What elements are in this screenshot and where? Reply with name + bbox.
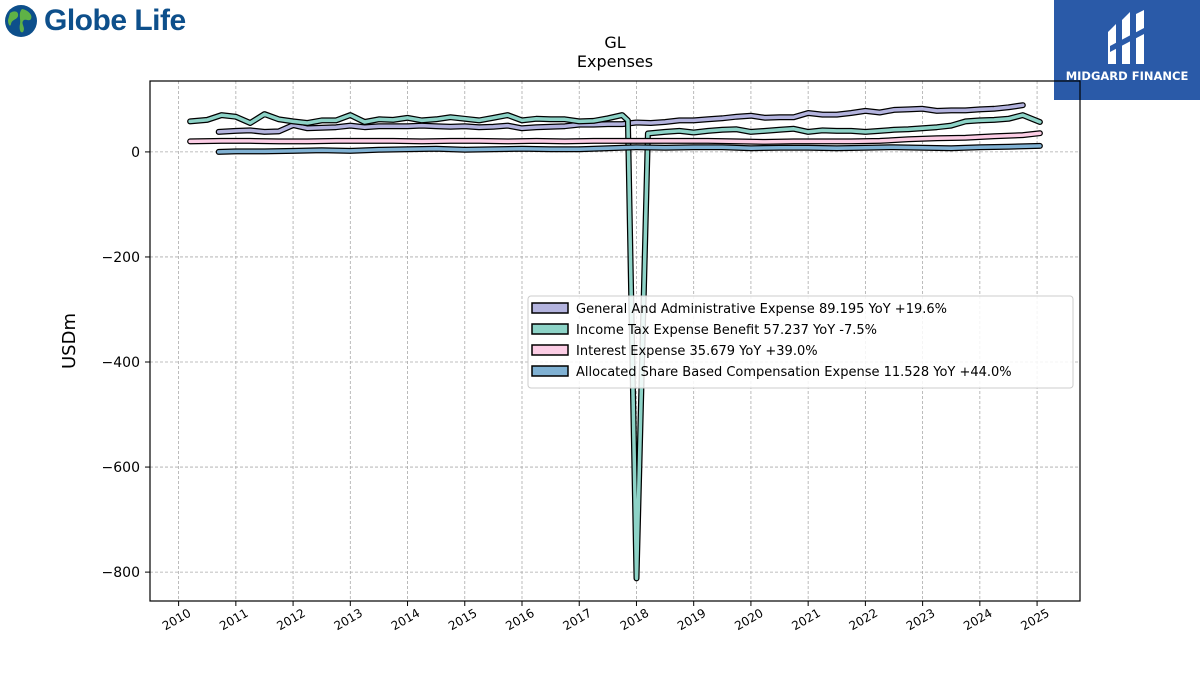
y-axis-label: USDm: [59, 313, 80, 369]
legend-swatch-1: [531, 323, 569, 335]
midgard-finance-logo-text: MIDGARD FINANCE: [1065, 69, 1189, 83]
midgard-emblem-icon: [1108, 10, 1144, 64]
y-tick-label: −200: [102, 250, 140, 266]
series-line-2: [188, 131, 1042, 144]
x-tick-label: 2019: [675, 606, 708, 633]
x-tick-label: 2017: [561, 606, 594, 633]
axes-frame: [149, 80, 1081, 602]
x-tick-label: 2025: [1018, 606, 1051, 633]
legend-label-3: Allocated Share Based Compensation Expen…: [576, 365, 1012, 380]
y-tick-label: −800: [102, 565, 140, 581]
legend-label-0: General And Administrative Expense 89.19…: [576, 302, 947, 317]
chart-title: GL: [604, 33, 626, 52]
x-tick-label: 2015: [446, 606, 479, 633]
series-line-0: [216, 103, 1025, 134]
globe-life-logo-text: Globe Life: [44, 4, 186, 37]
x-tick-label: 2011: [217, 606, 250, 633]
legend-label-1: Income Tax Expense Benefit 57.237 YoY -7…: [576, 323, 877, 338]
legend-box: [527, 295, 1074, 389]
x-tick-label: 2018: [618, 606, 651, 633]
series-line-1: [188, 112, 1042, 581]
x-tick-label: 2012: [274, 606, 307, 633]
x-tick-label: 2020: [732, 606, 765, 633]
chart-subtitle: Expenses: [576, 52, 654, 71]
globe-life-logo: Globe Life: [4, 4, 186, 38]
legend: General And Administrative Expense 89.19…: [527, 295, 1074, 389]
legend-swatch-0: [531, 302, 569, 314]
y-axis: 0 −200 −400 −600 −800: [102, 145, 150, 581]
x-tick-label: 2013: [332, 606, 365, 633]
x-tick-label: 2016: [503, 606, 536, 633]
x-axis: 2010 2011 2012 2013 2014 2015 2016 2017 2018 2019…: [160, 601, 1052, 633]
y-tick-label: 0: [131, 145, 140, 161]
midgard-finance-logo: MIDGARD FINANCE: [1054, 0, 1200, 100]
x-tick-label: 2024: [961, 606, 994, 633]
x-tick-label: 2021: [789, 606, 822, 633]
globe-icon: [5, 5, 37, 37]
y-tick-label: −400: [102, 355, 140, 371]
x-tick-label: 2023: [904, 606, 937, 633]
series-line-3: [216, 144, 1042, 154]
x-tick-label: 2022: [847, 606, 880, 633]
x-tick-label: 2010: [160, 606, 193, 633]
series-lines: [187, 102, 1043, 582]
legend-swatch-3: [531, 365, 569, 377]
legend-swatch-2: [531, 344, 569, 356]
legend-label-2: Interest Expense 35.679 YoY +39.0%: [576, 344, 818, 359]
y-tick-label: −600: [102, 460, 140, 476]
x-tick-label: 2014: [389, 606, 422, 633]
